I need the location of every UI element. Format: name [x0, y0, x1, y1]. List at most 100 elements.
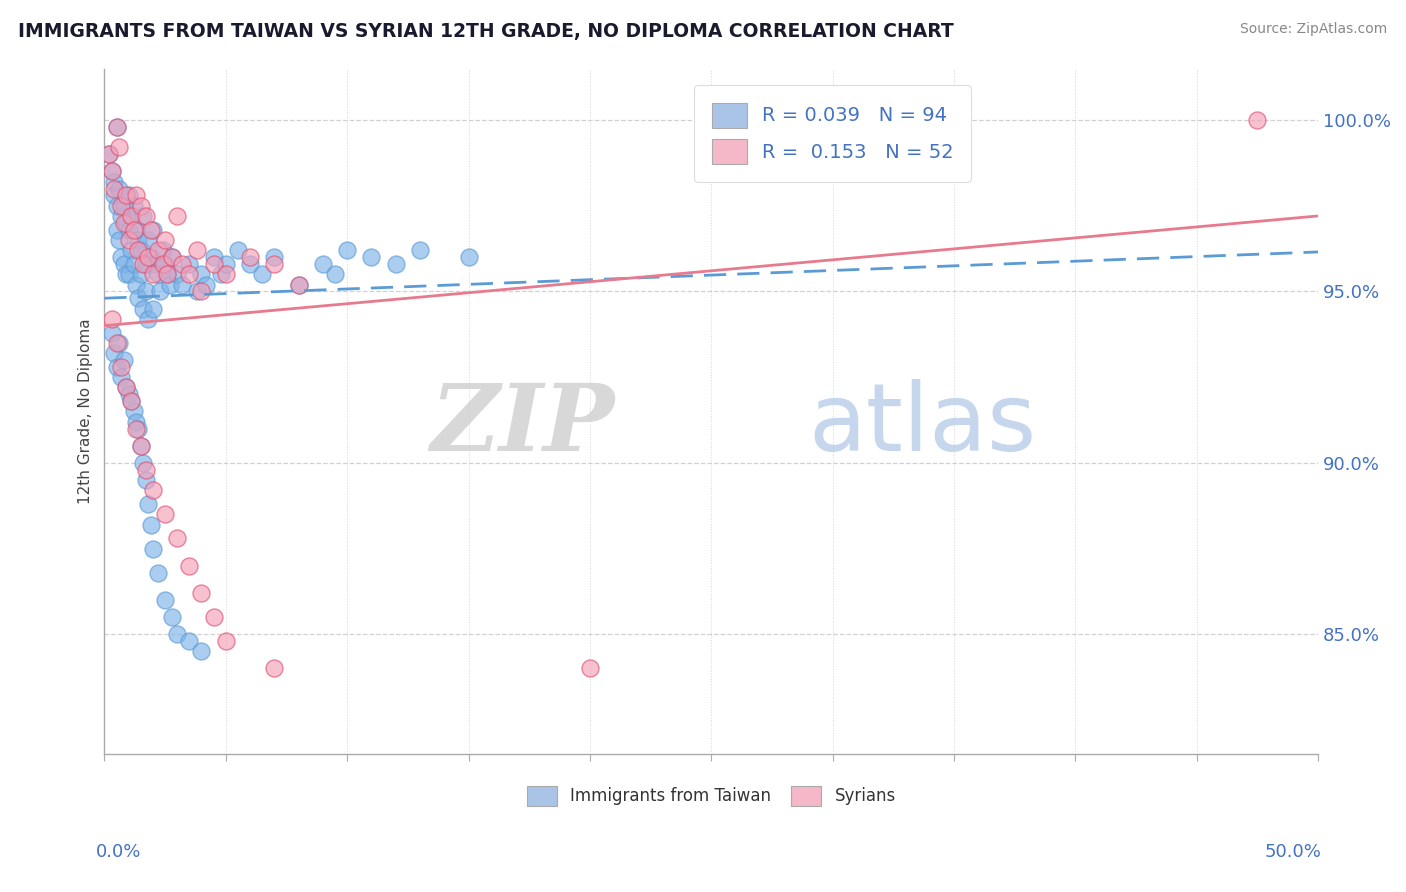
Point: [143, 257, 166, 271]
Point: [127, 244, 149, 258]
Point: [195, 277, 218, 292]
Text: 50.0%: 50.0%: [1265, 843, 1322, 861]
Point: [112, 216, 135, 230]
Point: [108, 140, 131, 154]
Point: [336, 244, 359, 258]
Point: [162, 610, 184, 624]
Point: [179, 257, 201, 271]
Point: [166, 531, 188, 545]
Point: [166, 209, 188, 223]
Point: [156, 267, 179, 281]
Point: [135, 463, 157, 477]
Point: [127, 291, 149, 305]
Point: [166, 267, 188, 281]
Point: [105, 222, 128, 236]
Point: [139, 222, 162, 236]
Point: [153, 593, 176, 607]
Point: [209, 267, 232, 281]
Point: [190, 285, 212, 299]
Text: 0.0%: 0.0%: [96, 843, 141, 861]
Point: [129, 267, 152, 281]
Point: [112, 199, 135, 213]
Point: [129, 439, 152, 453]
Point: [136, 233, 159, 247]
Point: [170, 257, 193, 271]
Point: [135, 209, 157, 223]
Point: [136, 250, 159, 264]
Point: [146, 566, 169, 580]
Point: [110, 199, 132, 213]
Point: [142, 267, 165, 281]
Point: [115, 380, 138, 394]
Point: [127, 233, 149, 247]
Point: [136, 311, 159, 326]
Point: [149, 285, 172, 299]
Point: [152, 244, 174, 258]
Legend: Immigrants from Taiwan, Syrians: Immigrants from Taiwan, Syrians: [519, 778, 904, 814]
Text: atlas: atlas: [808, 379, 1036, 471]
Point: [118, 222, 141, 236]
Point: [579, 661, 602, 675]
Point: [118, 387, 141, 401]
Point: [166, 627, 188, 641]
Point: [115, 267, 138, 281]
Point: [263, 661, 285, 675]
Point: [132, 456, 155, 470]
Point: [122, 404, 145, 418]
Point: [152, 257, 174, 271]
Text: IMMIGRANTS FROM TAIWAN VS SYRIAN 12TH GRADE, NO DIPLOMA CORRELATION CHART: IMMIGRANTS FROM TAIWAN VS SYRIAN 12TH GR…: [18, 22, 955, 41]
Point: [129, 199, 152, 213]
Point: [179, 558, 201, 573]
Point: [239, 257, 262, 271]
Point: [360, 250, 382, 264]
Point: [110, 370, 132, 384]
Point: [100, 164, 122, 178]
Point: [98, 147, 121, 161]
Y-axis label: 12th Grade, No Diploma: 12th Grade, No Diploma: [79, 318, 93, 504]
Point: [239, 250, 262, 264]
Point: [132, 301, 155, 316]
Point: [153, 507, 176, 521]
Point: [156, 267, 179, 281]
Point: [125, 277, 148, 292]
Point: [110, 250, 132, 264]
Point: [142, 483, 165, 498]
Point: [457, 250, 479, 264]
Point: [120, 394, 142, 409]
Point: [186, 285, 208, 299]
Point: [170, 277, 193, 292]
Point: [108, 335, 131, 350]
Point: [115, 380, 138, 394]
Point: [136, 497, 159, 511]
Point: [263, 257, 285, 271]
Point: [263, 250, 285, 264]
Point: [115, 216, 138, 230]
Point: [100, 164, 122, 178]
Point: [108, 233, 131, 247]
Point: [179, 267, 201, 281]
Point: [215, 267, 238, 281]
Point: [120, 244, 142, 258]
Point: [139, 250, 162, 264]
Point: [323, 267, 346, 281]
Point: [110, 359, 132, 374]
Point: [139, 517, 162, 532]
Point: [105, 120, 128, 134]
Point: [202, 250, 225, 264]
Point: [129, 439, 152, 453]
Point: [122, 222, 145, 236]
Point: [186, 244, 208, 258]
Point: [103, 346, 125, 360]
Point: [103, 175, 125, 189]
Point: [153, 257, 176, 271]
Text: ZIP: ZIP: [430, 380, 614, 470]
Point: [132, 209, 155, 223]
Point: [125, 222, 148, 236]
Point: [159, 277, 181, 292]
Point: [190, 644, 212, 658]
Point: [120, 209, 142, 223]
Point: [115, 188, 138, 202]
Point: [226, 244, 249, 258]
Point: [162, 250, 184, 264]
Point: [202, 257, 225, 271]
